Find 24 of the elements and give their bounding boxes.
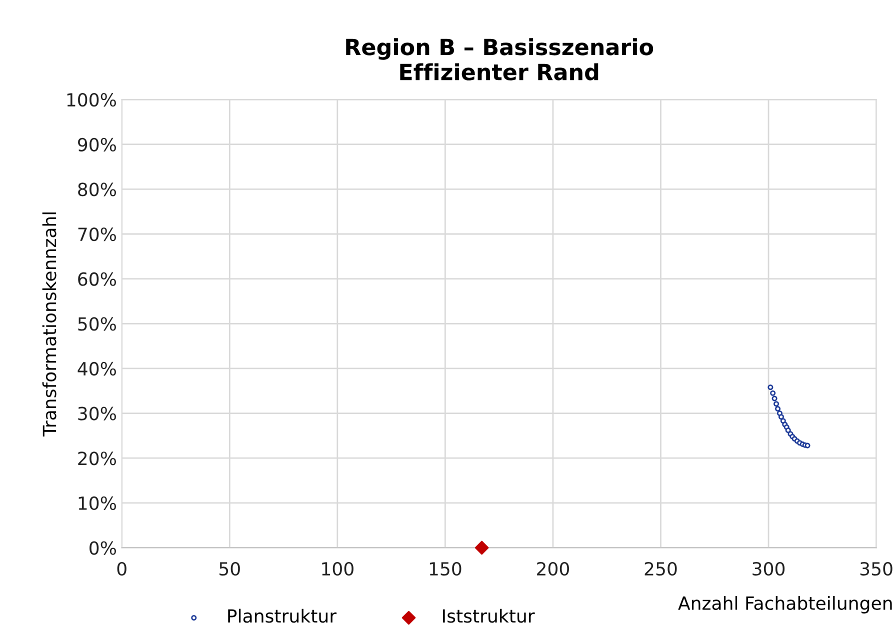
y-tick-label: 70% — [78, 227, 116, 242]
legend-label: Iststruktur — [443, 608, 535, 623]
x-tick-label: 100 — [322, 562, 354, 576]
y-tick-label: 60% — [78, 272, 116, 286]
y-tick-label: 40% — [78, 362, 116, 376]
x-tick-label: 0 — [117, 562, 126, 576]
y-tick-label: 90% — [78, 138, 116, 152]
chart-title: Region B – Basisszenario Effizienter Rand — [346, 38, 654, 80]
x-tick-label: 250 — [644, 562, 677, 576]
x-tick-label: 50 — [220, 562, 240, 576]
y-tick-label: 30% — [78, 406, 116, 420]
y-tick-label: 80% — [78, 182, 116, 196]
legend-label: Planstruktur — [228, 608, 337, 623]
y-tick-label: 20% — [78, 452, 116, 466]
x-tick-label: 150 — [430, 562, 462, 576]
y-tick-label: 100% — [67, 92, 116, 107]
x-axis-title: Anzahl Fachabteilungen — [678, 596, 892, 614]
x-tick-label: 300 — [752, 562, 785, 576]
y-tick-label: 50% — [78, 317, 116, 331]
x-tick-label: 350 — [860, 562, 892, 576]
y-axis-title: Transformationskennzahl — [42, 212, 56, 437]
y-tick-label: 0% — [90, 541, 116, 555]
y-tick-label: 10% — [78, 496, 116, 510]
x-tick-label: 200 — [537, 562, 569, 576]
